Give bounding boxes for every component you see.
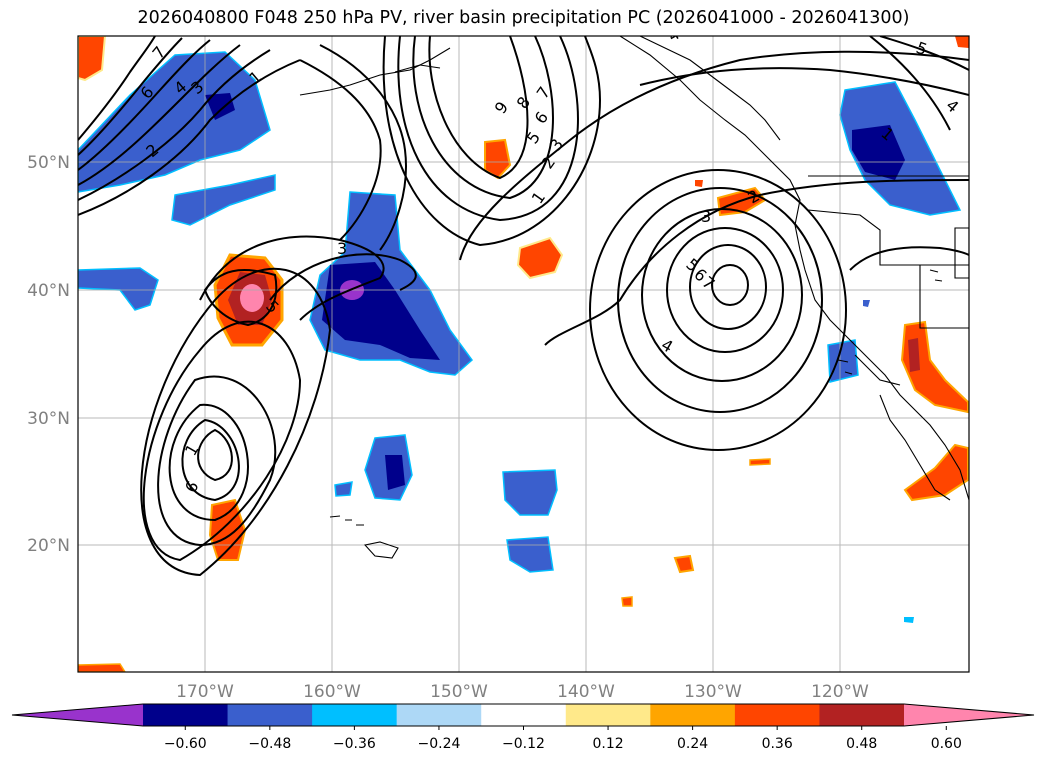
precip-pos-region bbox=[78, 663, 126, 672]
colorbar-outline bbox=[11, 703, 1035, 727]
colorbar-tick-label: −0.36 bbox=[333, 736, 376, 752]
colorbar-segment bbox=[227, 704, 313, 726]
colorbar-segment bbox=[396, 704, 482, 726]
precip-neg-region bbox=[852, 125, 905, 180]
precip-neg-region bbox=[334, 481, 353, 497]
lon-label: 160°W bbox=[303, 682, 361, 702]
precip-neg-region bbox=[385, 455, 405, 490]
precip-pos-region bbox=[900, 320, 969, 414]
colorbar-tick-label: 0.24 bbox=[677, 736, 708, 752]
lon-label: 170°W bbox=[176, 682, 234, 702]
colorbar-segment bbox=[819, 704, 905, 726]
precip-pos-region bbox=[908, 338, 920, 372]
lon-label: 130°W bbox=[684, 682, 742, 702]
colorbar-tick-label: −0.12 bbox=[502, 736, 545, 752]
map-title: 2026040800 F048 250 hPa PV, river basin … bbox=[137, 8, 910, 28]
colorbar-tick-label: −0.24 bbox=[417, 736, 460, 752]
colorbar-segment bbox=[734, 704, 820, 726]
precip-neg-region bbox=[506, 536, 554, 573]
precip-neg-region bbox=[171, 174, 276, 226]
lat-label: 20°N bbox=[27, 536, 70, 556]
colorbar-segment bbox=[143, 704, 229, 726]
colorbar-tick-label: 0.12 bbox=[592, 736, 623, 752]
precip-neg-region bbox=[904, 617, 914, 623]
precip-pos-region bbox=[903, 443, 969, 502]
precip-neg-region bbox=[502, 469, 558, 516]
colorbar-segment bbox=[481, 704, 567, 726]
precip-pos-region bbox=[673, 554, 695, 574]
lat-label: 30°N bbox=[27, 409, 70, 429]
lon-label: 120°W bbox=[811, 682, 869, 702]
lon-label: 140°W bbox=[557, 682, 615, 702]
colorbar: −0.60 −0.48 −0.36 −0.24 −0.12 0.12 0.24 0.36 0.4… bbox=[11, 703, 1035, 752]
colorbar-tick-label: −0.48 bbox=[248, 736, 291, 752]
lat-label: 40°N bbox=[27, 281, 70, 301]
lat-label: 50°N bbox=[27, 153, 70, 173]
map-plot-area: 7 6 4 3 1 2 9 8 7 6 5 3 2 1 5 4 1 3 4 3 … bbox=[78, 24, 969, 672]
colorbar-segment bbox=[565, 704, 651, 726]
contour-label: 3 bbox=[337, 239, 347, 258]
map-frame bbox=[77, 35, 970, 673]
precip-neg-region bbox=[863, 300, 870, 307]
precip-pos-region bbox=[78, 36, 107, 82]
colorbar-segment bbox=[650, 704, 736, 726]
colorbar-tick-label: 0.60 bbox=[931, 736, 962, 752]
precip-pos-region bbox=[484, 138, 512, 180]
colorbar-extend-low bbox=[12, 704, 143, 726]
lon-label: 150°W bbox=[430, 682, 488, 702]
contour-label: 3 bbox=[701, 207, 711, 226]
colorbar-extend-high bbox=[904, 704, 1034, 726]
precip-pos-region bbox=[621, 596, 633, 607]
precip-pos-region bbox=[749, 458, 771, 466]
colorbar-tick-label: 0.48 bbox=[846, 736, 877, 752]
precip-pos-region bbox=[516, 236, 564, 280]
pv-contours bbox=[78, 36, 969, 577]
precip-pos-region bbox=[955, 36, 969, 48]
precip-neg-region bbox=[78, 267, 159, 311]
contour-label: 4 bbox=[665, 24, 683, 46]
colorbar-tick-label: 0.36 bbox=[762, 736, 793, 752]
precip-neg-region bbox=[205, 93, 235, 120]
longitude-labels: 170°W 160°W 150°W 140°W 130°W 120°W bbox=[176, 682, 869, 702]
colorbar-segment bbox=[312, 704, 398, 726]
precip-pos-region bbox=[695, 180, 703, 187]
colorbar-tick-label: −0.60 bbox=[164, 736, 207, 752]
latitude-labels: 50°N 40°N 30°N 20°N bbox=[27, 153, 70, 556]
precip-pos-region bbox=[240, 284, 264, 312]
